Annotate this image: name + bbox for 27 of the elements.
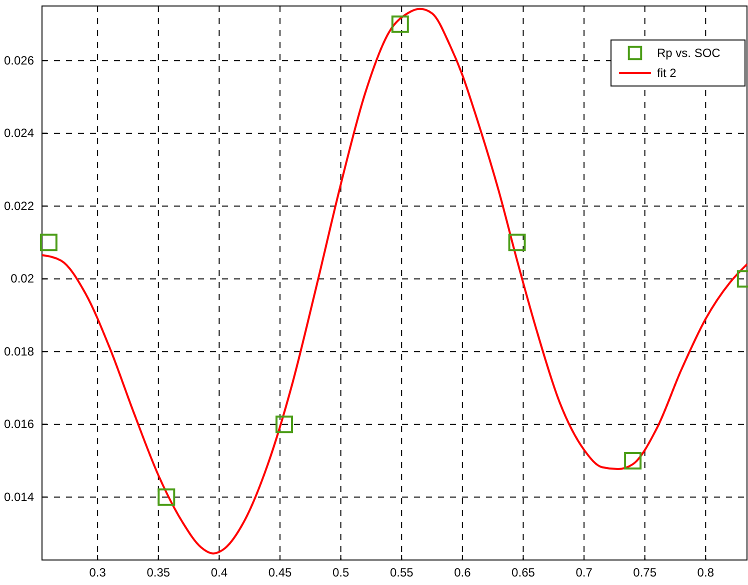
- y-tick-label: 0.018: [4, 344, 34, 358]
- point: [276, 416, 293, 434]
- x-tick-label: 0.8: [697, 566, 714, 580]
- point: [624, 452, 642, 470]
- legend-label: Rp vs. SOC: [657, 46, 721, 60]
- x-tick-label: 0.7: [576, 566, 593, 580]
- y-tick-label: 0.02: [10, 272, 34, 286]
- x-tick-label: 0.65: [512, 566, 536, 580]
- x-tick-label: 0.35: [146, 566, 170, 580]
- point: [40, 234, 58, 252]
- x-tick-label: 0.55: [390, 566, 414, 580]
- point: [508, 234, 526, 252]
- point: [158, 488, 176, 506]
- y-tick-label: 0.026: [4, 53, 34, 68]
- x-tick-label: 0.4: [210, 566, 228, 580]
- y-tick-label: 0.024: [4, 126, 34, 140]
- x-tick-label: 0.5: [332, 566, 350, 580]
- line-series: [41, 8, 748, 554]
- x-tick-label: 0.3: [89, 566, 106, 580]
- legend-label: fit 2: [657, 66, 677, 80]
- x-tick-label: 0.6: [454, 566, 472, 580]
- point: [391, 15, 409, 33]
- y-tick-label: 0.014: [4, 490, 34, 504]
- y-tick-label: 0.022: [4, 198, 34, 213]
- y-tick-label: 0.016: [4, 417, 34, 432]
- x-tick-label: 0.45: [268, 566, 292, 580]
- x-tick-label: 0.75: [633, 566, 657, 580]
